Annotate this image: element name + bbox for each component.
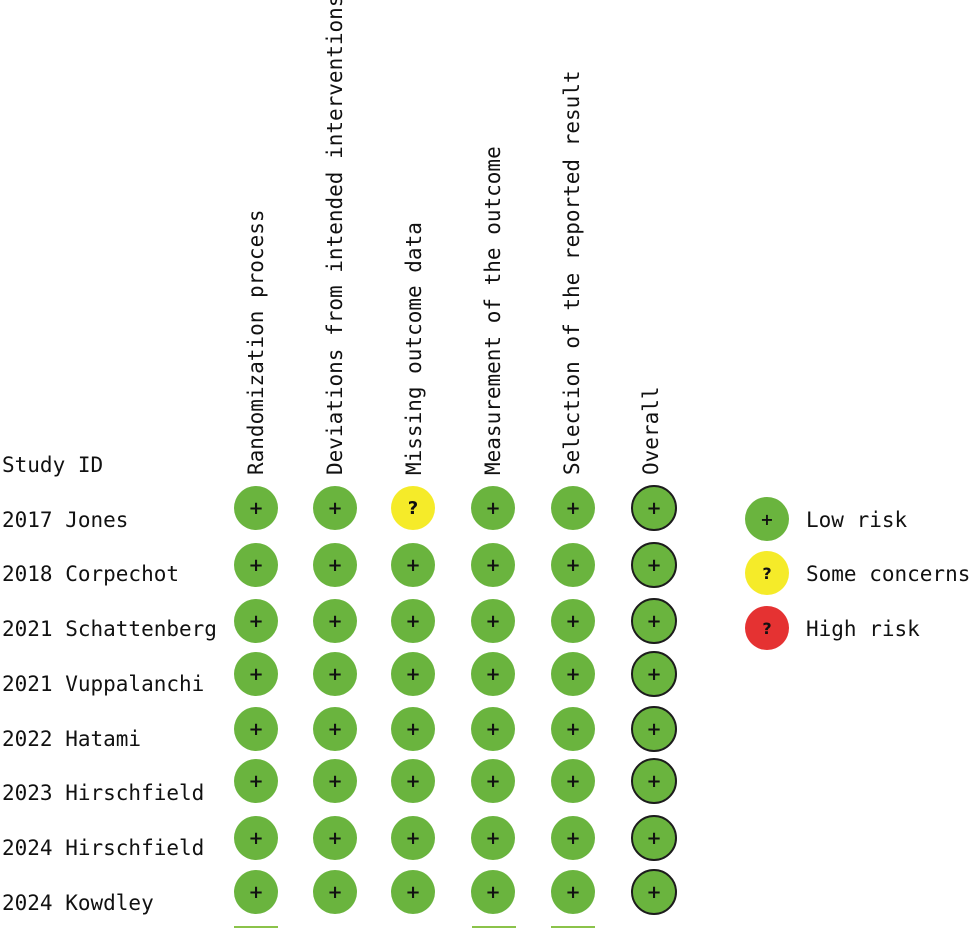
- legend-high-risk-label: High risk: [806, 617, 920, 641]
- study-label: 2024 Kowdley: [2, 891, 154, 915]
- legend-low-risk-label: Low risk: [806, 508, 908, 532]
- study-label: 2018 Corpechot: [2, 562, 180, 586]
- judgement-low-icon: +: [313, 486, 357, 530]
- divider: [551, 926, 595, 928]
- legend-some-concerns-icon: ?: [745, 551, 789, 595]
- legend-high-risk-icon: ?: [745, 606, 789, 650]
- study-label: 2024 Hirschfield: [2, 836, 205, 860]
- judgement-low-icon: +: [391, 870, 435, 914]
- judgement-low-icon: +: [551, 707, 595, 751]
- column-header-selection: Selection of the reported result: [560, 70, 584, 475]
- judgement-low-icon: +: [551, 486, 595, 530]
- judgement-low-icon: +: [313, 759, 357, 803]
- judgement-low-icon: +: [471, 870, 515, 914]
- judgement-some-icon: ?: [391, 486, 435, 530]
- judgement-low-icon: +: [471, 543, 515, 587]
- judgement-low-icon: +: [391, 652, 435, 696]
- judgement-low-icon: +: [551, 652, 595, 696]
- judgement-low-icon: +: [391, 759, 435, 803]
- judgement-low-icon: +: [313, 599, 357, 643]
- judgement-low-icon: +: [631, 485, 677, 531]
- judgement-low-icon: +: [234, 543, 278, 587]
- divider: [234, 926, 278, 928]
- judgement-low-icon: +: [551, 599, 595, 643]
- judgement-low-icon: +: [471, 759, 515, 803]
- study-label: 2021 Schattenberg: [2, 617, 217, 641]
- judgement-low-icon: +: [313, 816, 357, 860]
- judgement-low-icon: +: [631, 869, 677, 915]
- judgement-low-icon: +: [631, 651, 677, 697]
- judgement-low-icon: +: [551, 870, 595, 914]
- legend-some-concerns-label: Some concerns: [806, 562, 969, 586]
- judgement-low-icon: +: [234, 759, 278, 803]
- column-header-missing-data: Missing outcome data: [402, 222, 426, 475]
- judgement-low-icon: +: [631, 706, 677, 752]
- judgement-low-icon: +: [551, 816, 595, 860]
- judgement-low-icon: +: [471, 652, 515, 696]
- judgement-low-icon: +: [631, 542, 677, 588]
- judgement-low-icon: +: [234, 486, 278, 530]
- judgement-low-icon: +: [471, 816, 515, 860]
- judgement-low-icon: +: [471, 599, 515, 643]
- judgement-low-icon: +: [551, 759, 595, 803]
- judgement-low-icon: +: [313, 652, 357, 696]
- legend-low-risk-icon: +: [745, 497, 789, 541]
- judgement-low-icon: +: [313, 707, 357, 751]
- study-label: 2022 Hatami: [2, 727, 142, 751]
- study-label: 2017 Jones: [2, 508, 129, 532]
- judgement-low-icon: +: [313, 870, 357, 914]
- column-header-deviations: Deviations from intended interventions: [323, 0, 347, 475]
- judgement-low-icon: +: [234, 599, 278, 643]
- judgement-low-icon: +: [471, 707, 515, 751]
- judgement-low-icon: +: [391, 707, 435, 751]
- judgement-low-icon: +: [313, 543, 357, 587]
- judgement-low-icon: +: [234, 707, 278, 751]
- judgement-low-icon: +: [631, 598, 677, 644]
- judgement-low-icon: +: [551, 543, 595, 587]
- judgement-low-icon: +: [631, 758, 677, 804]
- judgement-low-icon: +: [234, 652, 278, 696]
- study-label: 2021 Vuppalanchi: [2, 672, 205, 696]
- judgement-low-icon: +: [234, 816, 278, 860]
- judgement-low-icon: +: [391, 816, 435, 860]
- column-header-overall: Overall: [639, 386, 663, 475]
- column-header-measurement: Measurement of the outcome: [481, 146, 505, 475]
- study-id-header: Study ID: [2, 453, 104, 477]
- divider: [472, 926, 516, 928]
- judgement-low-icon: +: [631, 815, 677, 861]
- judgement-low-icon: +: [234, 870, 278, 914]
- study-label: 2023 Hirschfield: [2, 781, 205, 805]
- column-header-randomization: Randomization process: [244, 209, 268, 475]
- judgement-low-icon: +: [391, 543, 435, 587]
- judgement-low-icon: +: [471, 486, 515, 530]
- judgement-low-icon: +: [391, 599, 435, 643]
